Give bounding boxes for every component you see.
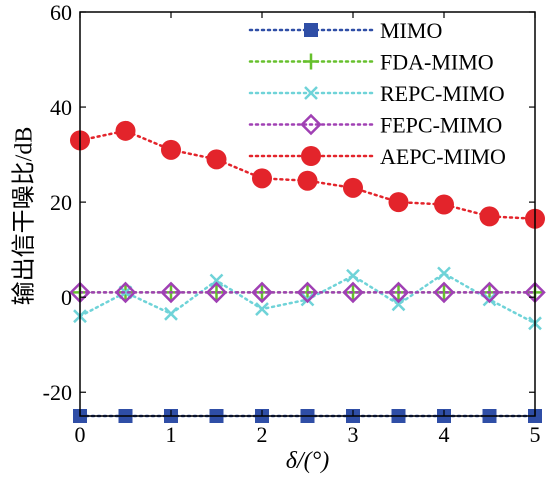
legend-marker [303, 53, 319, 70]
y-tick-label: 40 [50, 95, 72, 120]
legend-item: FDA-MIMO [248, 50, 494, 75]
data-point [391, 297, 406, 312]
data-point [343, 177, 363, 198]
y-tick-label: 0 [61, 285, 72, 310]
x-tick-label: 2 [257, 422, 268, 447]
legend-item: AEPC-MIMO [248, 144, 506, 169]
legend: MIMO FDA-MIMO REPC-MIMO FEPC-MIMO AEPC-MIMO [248, 18, 506, 169]
legend-item: MIMO [248, 18, 442, 43]
legend-marker [300, 113, 322, 136]
data-point [296, 281, 319, 304]
x-tick-label: 5 [530, 422, 541, 447]
legend-label: REPC-MIMO [380, 81, 505, 106]
data-point [297, 170, 318, 191]
data-point [255, 302, 269, 316]
legend-item: FEPC-MIMO [248, 113, 502, 138]
data-point [206, 149, 227, 170]
data-point [436, 284, 452, 301]
data-point [209, 273, 224, 288]
legend-marker [301, 146, 321, 166]
data-point [114, 281, 137, 304]
data-point [478, 281, 501, 304]
data-point [437, 266, 451, 281]
legend-label: MIMO [380, 18, 442, 43]
x-tick-label: 4 [439, 422, 450, 447]
series-fepc-mimo [69, 281, 546, 304]
x-axis-label: δ/(°) [286, 448, 329, 474]
legend-marker [304, 86, 318, 100]
x-tick-label: 3 [348, 422, 359, 447]
series-repc-mimo [73, 266, 542, 331]
plot-area-frame [79, 11, 536, 417]
x-tick-label: 1 [166, 422, 177, 447]
data-point [482, 292, 497, 307]
series-aepc-mimo [70, 120, 545, 229]
x-tick-label: 0 [75, 422, 86, 447]
data-point [433, 281, 455, 304]
data-point [205, 281, 228, 304]
data-point [161, 139, 181, 160]
data-point [434, 194, 454, 215]
legend-label: FDA-MIMO [380, 50, 494, 75]
data-point [388, 192, 409, 213]
data-point [115, 120, 136, 141]
data-point [479, 206, 500, 227]
data-point [251, 281, 273, 304]
data-point [346, 268, 360, 283]
legend-label: FEPC-MIMO [380, 113, 502, 138]
legend-label: AEPC-MIMO [380, 144, 506, 169]
data-point [252, 168, 272, 189]
y-tick-label: 60 [50, 0, 72, 25]
data-point [160, 281, 182, 304]
data-point [387, 281, 410, 304]
legend-marker [304, 23, 318, 37]
y-axis-label: 输出信干噪比/dB [11, 127, 38, 306]
data-point [342, 281, 364, 304]
y-tick-label: -20 [43, 380, 72, 405]
legend-item: REPC-MIMO [248, 81, 505, 106]
data-point [300, 292, 315, 307]
y-tick-label: 20 [50, 190, 72, 215]
data-point [164, 306, 178, 321]
